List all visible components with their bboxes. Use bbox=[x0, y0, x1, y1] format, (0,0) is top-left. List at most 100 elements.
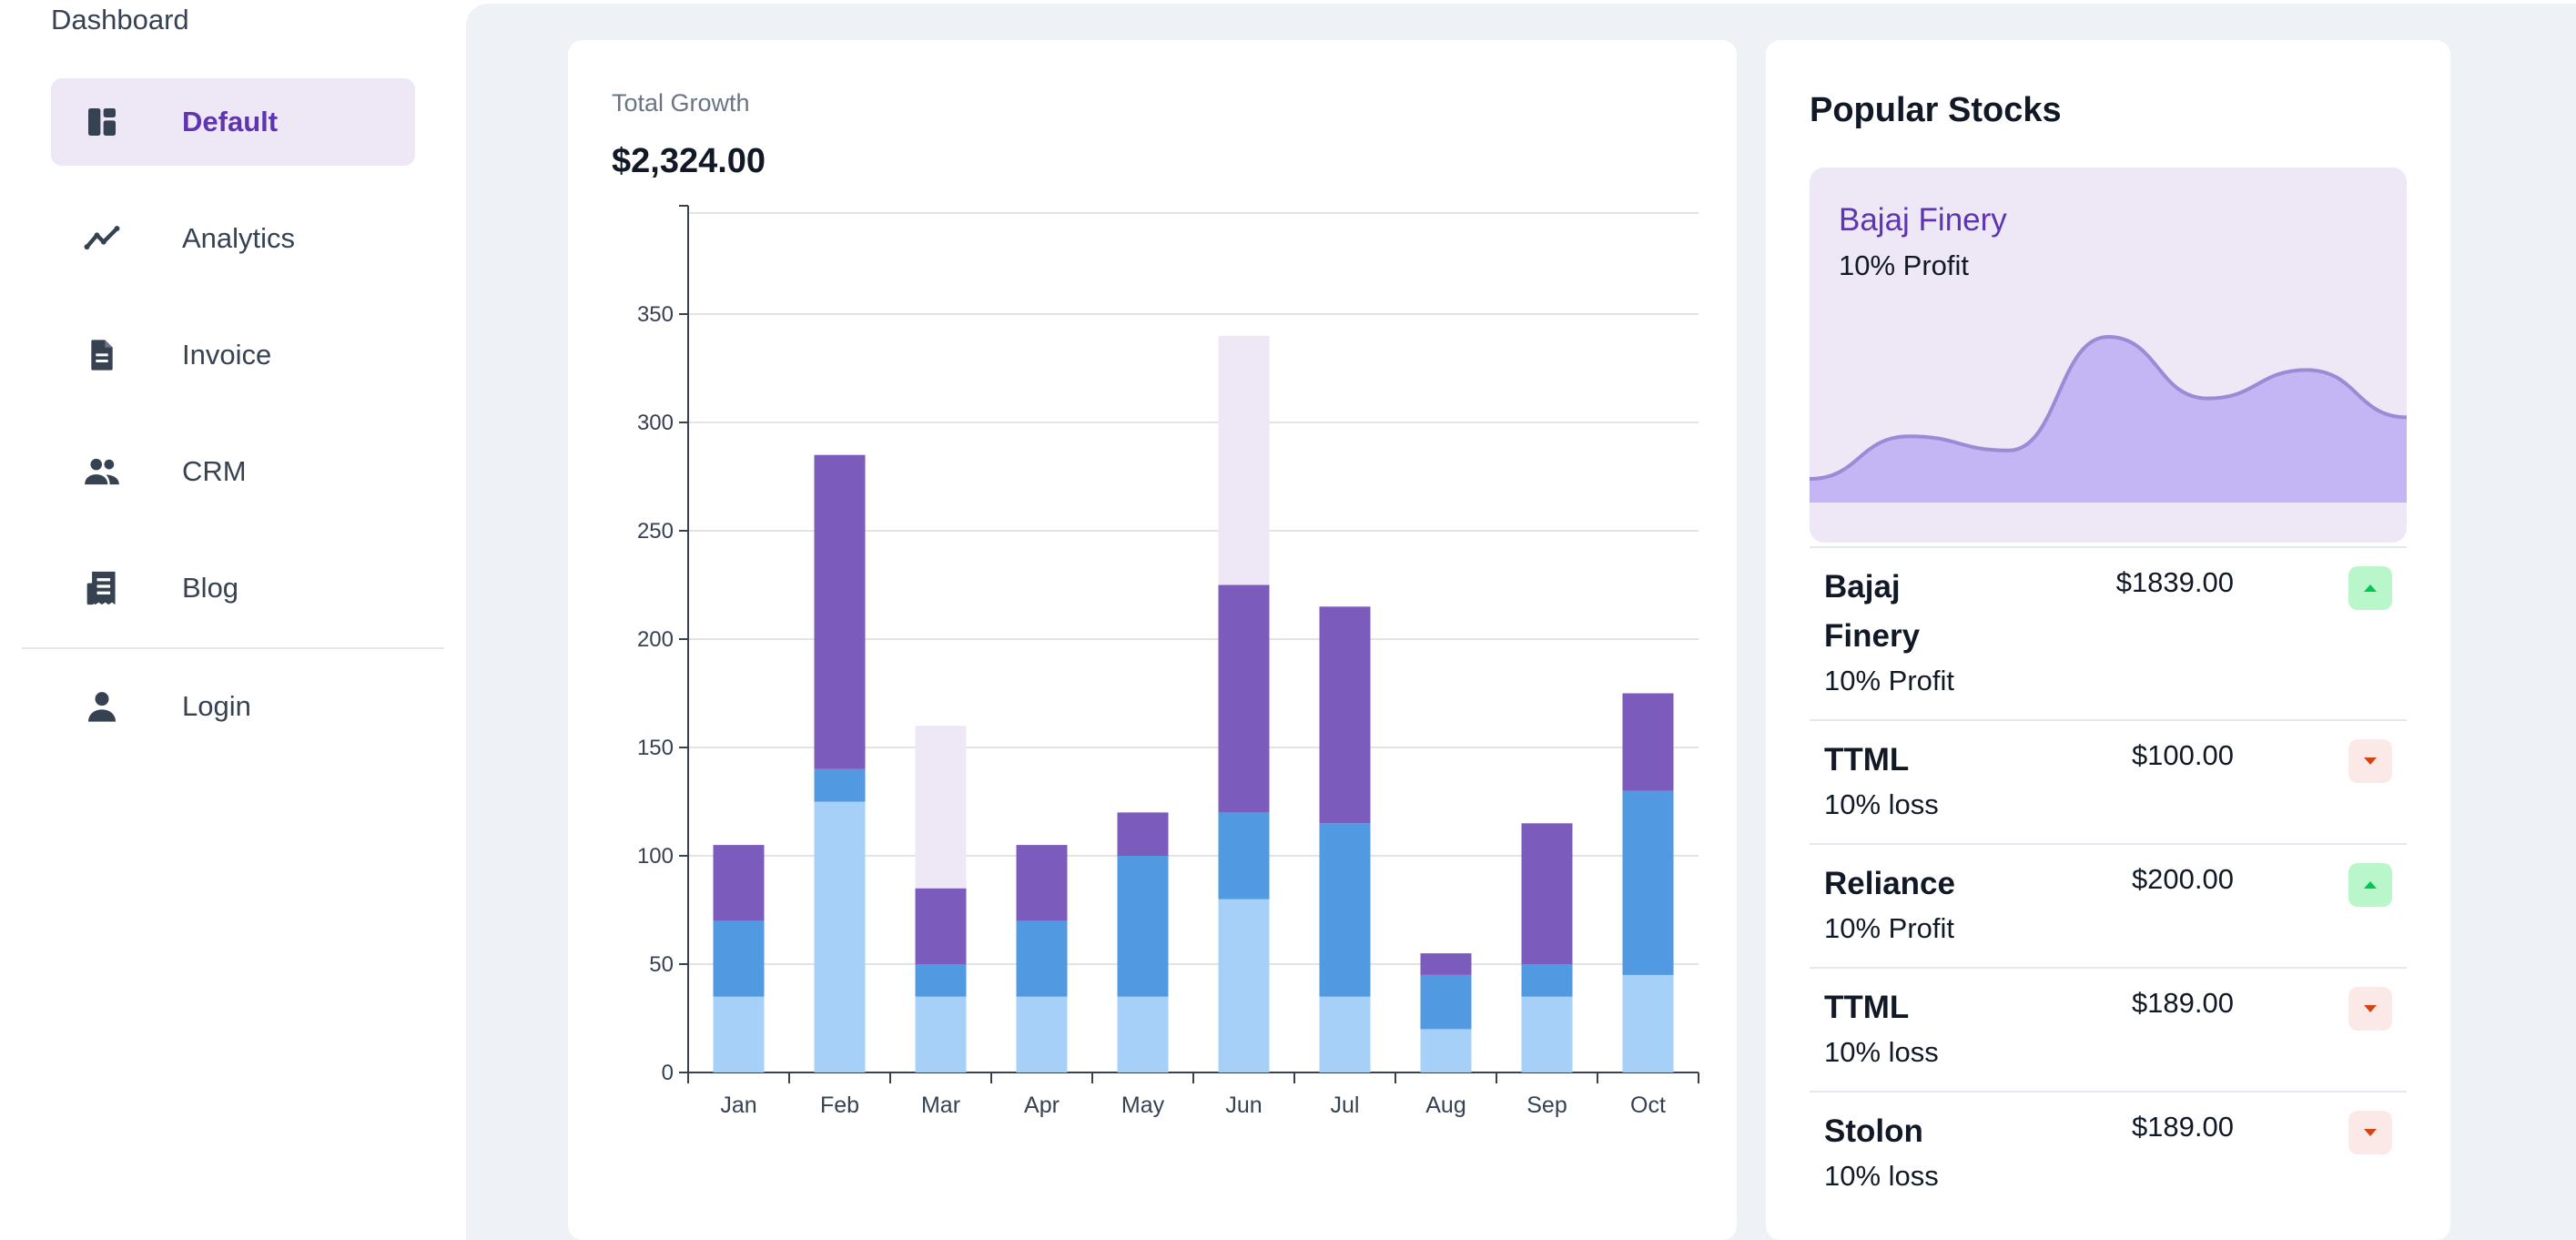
chevron-up-icon bbox=[2364, 881, 2377, 889]
bar-sep-series-3 bbox=[1521, 823, 1573, 964]
chevron-up-icon bbox=[2364, 584, 2377, 592]
y-tick-label: 200 bbox=[637, 627, 674, 652]
bar-oct-series-3 bbox=[1622, 693, 1674, 791]
chevron-down-icon bbox=[2364, 1005, 2377, 1012]
receipt-icon bbox=[82, 568, 122, 608]
y-tick-label: 350 bbox=[637, 302, 674, 327]
trend-down-badge bbox=[2348, 987, 2392, 1031]
growth-subtitle: Total Growth bbox=[612, 89, 750, 117]
sidebar-item-label: Invoice bbox=[182, 339, 272, 371]
stock-row[interactable]: TTML $189.00 10% loss bbox=[1810, 967, 2407, 1091]
sidebar: Dashboard Default Analytics bbox=[0, 0, 466, 1240]
stock-price: $200.00 bbox=[2131, 863, 2234, 895]
sidebar-item-label: Default bbox=[182, 106, 279, 137]
featured-stock-status: 10% Profit bbox=[1839, 249, 1970, 281]
bar-oct-series-2 bbox=[1622, 790, 1674, 975]
bar-jun-series-1 bbox=[1218, 899, 1270, 1072]
chevron-down-icon bbox=[2364, 1129, 2377, 1136]
file-icon bbox=[82, 335, 122, 375]
bar-feb-series-3 bbox=[814, 454, 866, 769]
bar-apr-series-3 bbox=[1016, 845, 1068, 921]
bar-jan-series-1 bbox=[713, 996, 765, 1072]
users-icon bbox=[82, 452, 122, 492]
sidebar-item-label: Blog bbox=[182, 572, 239, 604]
bar-jul-series-2 bbox=[1319, 823, 1371, 997]
stock-row[interactable]: TTML $100.00 10% loss bbox=[1810, 719, 2407, 843]
x-tick-label: Aug bbox=[1425, 1093, 1465, 1118]
sidebar-section-title: Dashboard bbox=[51, 4, 189, 36]
bar-feb-series-1 bbox=[814, 801, 866, 1072]
sidebar-item-label: Analytics bbox=[182, 222, 296, 254]
sidebar-item-invoice[interactable]: Invoice bbox=[51, 311, 415, 399]
stock-price: $100.00 bbox=[2131, 739, 2234, 771]
bar-mar-series-2 bbox=[915, 964, 967, 997]
bar-sep-series-2 bbox=[1521, 964, 1573, 997]
x-tick-label: Feb bbox=[820, 1093, 859, 1118]
y-tick-label: 150 bbox=[637, 736, 674, 760]
sidebar-divider bbox=[22, 647, 444, 649]
bar-may-series-3 bbox=[1117, 812, 1169, 856]
y-tick-label: 300 bbox=[637, 411, 674, 435]
bar-mar-series-3 bbox=[915, 888, 967, 964]
bar-jun-series-2 bbox=[1218, 812, 1270, 900]
bar-jan-series-3 bbox=[713, 845, 765, 921]
sidebar-item-crm[interactable]: CRM bbox=[51, 428, 415, 515]
area-fill bbox=[1810, 337, 2407, 503]
sidebar-item-login[interactable]: Login bbox=[51, 663, 415, 750]
y-tick-label: 50 bbox=[649, 952, 674, 977]
stock-name: Stolon bbox=[1824, 1113, 1923, 1149]
bar-jan-series-2 bbox=[713, 920, 765, 997]
featured-stock-name: Bajaj Finery bbox=[1839, 202, 2007, 238]
bar-may-series-1 bbox=[1117, 996, 1169, 1072]
x-tick-label: May bbox=[1121, 1093, 1165, 1118]
featured-stock-area-chart bbox=[1810, 334, 2407, 503]
stock-status: 10% loss bbox=[1824, 1036, 1939, 1068]
x-tick-label: Jan bbox=[720, 1093, 756, 1118]
bar-feb-series-2 bbox=[814, 768, 866, 802]
trend-up-badge bbox=[2348, 863, 2392, 907]
stock-name: TTML bbox=[1824, 990, 1910, 1025]
bar-aug-series-3 bbox=[1420, 953, 1472, 975]
chevron-down-icon bbox=[2364, 757, 2377, 765]
stock-name: TTML bbox=[1824, 742, 1910, 778]
user-icon bbox=[82, 686, 122, 727]
area-line bbox=[1810, 334, 2407, 481]
growth-bar-chart: 0 50 100 150 200 250 300 350 Jan Feb Mar Apr May Jun J… bbox=[637, 205, 1699, 1118]
bar-sep-series-1 bbox=[1521, 996, 1573, 1072]
growth-value: $2,324.00 bbox=[612, 142, 766, 180]
stock-price: $1839.00 bbox=[2115, 566, 2234, 598]
bar-apr-series-1 bbox=[1016, 996, 1068, 1072]
stock-row[interactable]: Bajaj Finery $1839.00 10% Profit bbox=[1810, 546, 2407, 719]
bar-jun-series-4 bbox=[1218, 335, 1270, 585]
y-tick-label: 100 bbox=[637, 844, 674, 869]
stock-price: $189.00 bbox=[2131, 987, 2234, 1019]
popular-stocks-card: Popular Stocks Bajaj Finery 10% Profit B… bbox=[1766, 40, 2450, 1240]
featured-stock[interactable]: Bajaj Finery 10% Profit bbox=[1810, 168, 2407, 543]
sidebar-item-label: CRM bbox=[182, 455, 247, 487]
bar-aug-series-2 bbox=[1420, 974, 1472, 1030]
bar-jul-series-1 bbox=[1319, 996, 1371, 1072]
chart-line-icon bbox=[82, 219, 122, 259]
sidebar-item-analytics[interactable]: Analytics bbox=[51, 195, 415, 282]
x-tick-label: Mar bbox=[921, 1093, 960, 1118]
sidebar-item-default[interactable]: Default bbox=[51, 78, 415, 166]
bar-mar-series-4 bbox=[915, 726, 967, 889]
stock-name: Reliance bbox=[1824, 866, 1955, 901]
trend-up-badge bbox=[2348, 566, 2392, 610]
x-tick-label: Oct bbox=[1630, 1093, 1666, 1118]
x-tick-label: Jul bbox=[1331, 1093, 1360, 1118]
stock-row[interactable]: Stolon $189.00 10% loss bbox=[1810, 1091, 2407, 1215]
stock-status: 10% loss bbox=[1824, 1160, 1939, 1192]
bar-aug-series-1 bbox=[1420, 1029, 1472, 1072]
trend-down-badge bbox=[2348, 739, 2392, 783]
total-growth-card: Total Growth $2,324.00 0 50 100 150 200 250 30… bbox=[568, 40, 1737, 1240]
stocks-title: Popular Stocks bbox=[1810, 91, 2062, 129]
stock-row[interactable]: Reliance $200.00 10% Profit bbox=[1810, 843, 2407, 967]
x-tick-label: Sep bbox=[1526, 1093, 1567, 1118]
trend-down-badge bbox=[2348, 1111, 2392, 1154]
bar-mar-series-1 bbox=[915, 996, 967, 1072]
bar-jun-series-3 bbox=[1218, 584, 1270, 813]
bar-may-series-2 bbox=[1117, 856, 1169, 997]
stock-name: Bajaj Finery bbox=[1824, 569, 1921, 654]
sidebar-item-blog[interactable]: Blog bbox=[51, 544, 415, 632]
